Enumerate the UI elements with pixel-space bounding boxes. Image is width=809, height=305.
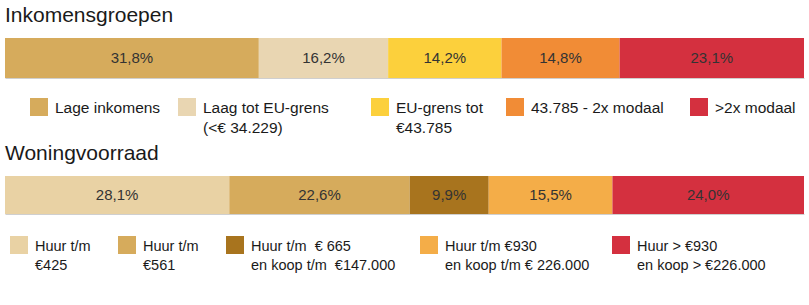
legend-item: Huur t/m € 665 en koop t/m €147.000 [226,236,395,273]
bar-segment [489,176,613,214]
legend-label-line: Laag tot EU-grens [203,99,329,116]
x-axis [6,214,805,215]
legend-label: Huur t/m €561 [143,238,199,273]
data-labels: 28,1% 22,6% 9,9% 15,5% 24,0% [96,186,730,203]
bar-segment [620,38,804,78]
legend-label-line: Huur t/m €930 [445,238,537,254]
data-label: 22,6% [298,186,341,203]
legend-label: 43.785 - 2x modaal [531,99,664,116]
legend-label-line: Huur t/m [35,238,91,254]
bar-chart: Inkomensgroepen 31,8% 16,2% 14,2% 14,8% 23,1%… [5,3,805,136]
legend-swatch [178,98,196,116]
legend-item: >2x modaal [690,98,796,116]
data-label: 14,8% [539,49,582,66]
legend-label: Huur t/m €930 en koop t/m € 226.000 [445,238,589,273]
legend-item: Huur t/m €561 [118,236,199,273]
data-label: 14,2% [424,49,467,66]
legend-swatch [420,236,438,254]
legend-item: Laag tot EU-grens (<€ 34.229) [178,98,329,136]
legend-swatch [226,236,244,254]
data-labels: 31,8% 16,2% 14,2% 14,8% 23,1% [111,49,733,66]
legend-item: EU-grens tot €43.785 [371,98,484,136]
legend-item: Huur t/m €425 [10,236,91,273]
data-label: 24,0% [687,186,730,203]
legend-label: Huur t/m €425 [35,238,91,273]
legend-label-line: en koop t/m € 226.000 [445,257,589,273]
data-label: 9,9% [432,186,466,203]
legend-label-line: Lage inkomens [55,99,160,116]
legend-swatch [30,98,48,116]
legend-label-line: 43.785 - 2x modaal [531,99,664,116]
legend-label-line: Huur t/m [143,238,199,254]
legend-item: 43.785 - 2x modaal [506,98,664,116]
data-label: 23,1% [691,49,734,66]
bar-segment [5,176,229,214]
legend-swatch [612,236,630,254]
bar-segment [501,38,619,78]
legend-item: Huur > €930 en koop > €226.000 [612,236,766,273]
legend-label-line: Huur > €930 [637,238,717,254]
legend-label-line: (<€ 34.229) [203,119,283,136]
legend-swatch [690,98,708,116]
legend-label: Huur > €930 en koop > €226.000 [637,238,766,273]
legend-label-line: en koop > €226.000 [637,257,766,273]
legend-item: Lage inkomens [30,98,160,116]
legend-label-line: >2x modaal [715,99,796,116]
chart-title: Woningvoorraad [5,141,159,164]
legend-label-line: €425 [35,257,67,273]
bar-chart: Woningvoorraad 28,1% 22,6% 9,9% 15,5% 24,0% Hu… [5,141,805,273]
legend-swatch [118,236,136,254]
bar-segment [410,176,489,214]
legend-label-line: €43.785 [396,119,452,136]
data-label: 16,2% [302,49,345,66]
legend-label: EU-grens tot €43.785 [396,99,484,136]
data-label: 15,5% [529,186,572,203]
legend-label-line: €561 [143,257,175,273]
x-axis [6,78,805,79]
bar-segment [259,38,388,78]
chart-title: Inkomensgroepen [5,3,173,26]
bars [5,176,804,214]
legend-label-line: EU-grens tot [396,99,484,116]
legend-item: Huur t/m €930 en koop t/m € 226.000 [420,236,589,273]
legend: Lage inkomens Laag tot EU-grens (<€ 34.229… [30,98,796,136]
data-label: 31,8% [111,49,154,66]
bar-segment [612,176,804,214]
legend-label: Huur t/m € 665 en koop t/m €147.000 [251,238,395,273]
data-label: 28,1% [96,186,139,203]
bars [5,38,804,78]
bar-segment [388,38,501,78]
chart-canvas: Inkomensgroepen 31,8% 16,2% 14,2% 14,8% 23,1%… [0,0,809,305]
legend-label: Lage inkomens [55,99,160,116]
bar-segment [229,176,409,214]
legend: Huur t/m €425 Huur t/m €561 Huur t/m € 665 en… [10,236,766,273]
legend-label-line: en koop t/m €147.000 [251,257,395,273]
legend-label: >2x modaal [715,99,796,116]
legend-label: Laag tot EU-grens (<€ 34.229) [203,99,329,136]
legend-swatch [371,98,389,116]
legend-swatch [506,98,524,116]
axis-line [6,214,805,215]
axis-line [6,78,805,79]
bar-segment [5,38,259,78]
legend-swatch [10,236,28,254]
legend-label-line: Huur t/m € 665 [251,238,351,254]
